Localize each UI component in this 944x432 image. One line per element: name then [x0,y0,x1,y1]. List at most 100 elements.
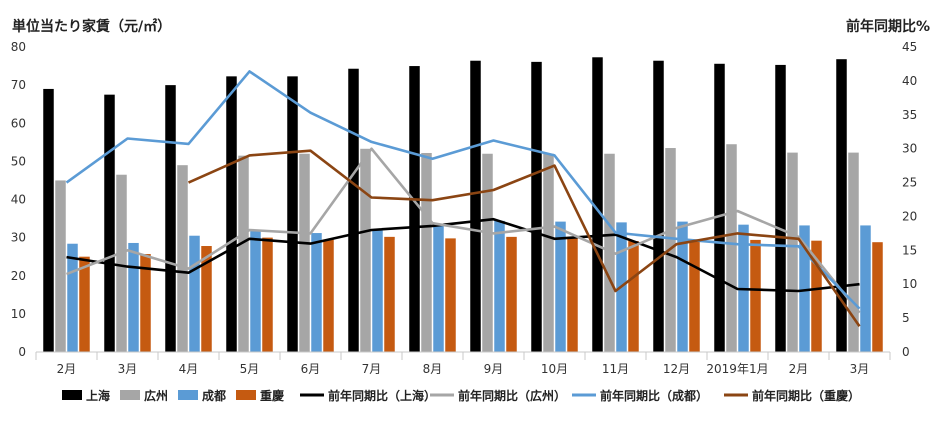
bar-広州 [421,152,432,352]
bar-上海 [775,64,786,352]
bar-上海 [653,60,664,352]
bar-成都 [799,225,810,352]
x-tick-label: 12月 [663,362,690,376]
bar-広州 [787,152,798,352]
bar-成都 [372,229,383,352]
bar-広州 [177,165,188,352]
line-前年同期比（広州） [66,147,861,314]
x-tick-label: 11月 [602,362,629,376]
bar-上海 [165,85,176,352]
legend-label: 前年同期比（成都） [600,388,708,403]
bar-重慶 [262,237,273,352]
legend-label: 重慶 [260,388,284,403]
bar-重慶 [689,239,700,352]
bar-上海 [104,94,115,352]
bar-広州 [360,148,371,352]
bar-重慶 [445,238,456,352]
bar-成都 [250,230,261,352]
y-right-tick-label: 0 [902,345,910,359]
bar-成都 [677,221,688,352]
x-tick-label: 2月 [789,362,809,376]
x-tick-label: 3月 [118,362,138,376]
bar-重慶 [567,236,578,352]
bar-重慶 [323,239,334,352]
bar-上海 [409,66,420,352]
y-right-tick-label: 35 [902,108,917,122]
x-tick-label: 10月 [541,362,568,376]
x-tick-label: 6月 [301,362,321,376]
x-tick-label: 4月 [179,362,199,376]
bar-重慶 [506,236,517,352]
y-right-tick-label: 30 [902,142,917,156]
y-left-tick-label: 50 [11,154,26,168]
bar-広州 [55,180,66,352]
bar-重慶 [140,254,151,352]
bar-広州 [482,153,493,352]
bar-上海 [531,61,542,353]
y-right-tick-label: 5 [902,311,910,325]
x-tick-label: 2019年1月 [706,362,768,376]
y-right-tick-label: 10 [902,277,917,291]
bar-上海 [226,76,237,352]
x-tick-label: 9月 [484,362,504,376]
legend-swatch-広州 [120,390,140,400]
bar-広州 [726,144,737,352]
y-right-tick-label: 40 [902,74,917,88]
bar-成都 [433,225,444,352]
y-left-tick-label: 60 [11,116,26,130]
legend-label: 成都 [202,388,226,403]
bar-成都 [128,242,139,352]
y-right-axis-title: 前年同期比% [845,19,930,35]
bar-広州 [299,153,310,352]
bar-成都 [189,235,200,352]
bar-重慶 [750,239,761,352]
y-left-tick-label: 30 [11,231,26,245]
bar-上海 [287,76,298,352]
line-前年同期比（重慶） [187,149,861,327]
y-right-tick-label: 45 [902,40,917,54]
y-right-tick-label: 15 [902,243,917,257]
bar-重慶 [872,242,883,352]
y-right-tick-label: 25 [902,176,917,190]
legend-swatch-重慶 [236,390,256,400]
bar-広州 [604,153,615,352]
legend-label: 広州 [144,388,168,403]
line-前年同期比（成都） [65,70,861,310]
x-tick-label: 5月 [240,362,260,376]
bar-上海 [470,60,481,352]
bar-広州 [543,153,554,352]
legend-label: 前年同期比（重慶） [752,388,860,403]
bar-重慶 [628,241,639,352]
bar-重慶 [811,240,822,352]
bar-成都 [67,243,78,352]
y-left-tick-label: 0 [18,345,26,359]
bar-成都 [311,233,322,352]
bar-上海 [836,59,847,352]
bar-重慶 [79,256,90,352]
bar-上海 [592,57,603,352]
bar-上海 [714,63,725,353]
legend-label: 前年同期比（広州） [458,388,566,403]
y-left-tick-label: 20 [11,269,26,283]
y-left-axis-title: 単位当たり家賃（元/㎡） [12,19,172,35]
x-tick-label: 7月 [362,362,382,376]
bar-成都 [494,220,505,352]
bar-上海 [43,88,54,352]
bar-広州 [848,152,859,352]
legend-label: 前年同期比（上海） [328,388,436,403]
bar-広州 [238,155,249,352]
bar-上海 [348,68,359,352]
bar-成都 [555,221,566,352]
bar-重慶 [384,236,395,352]
y-left-tick-label: 10 [11,307,26,321]
bar-成都 [860,225,871,352]
y-left-tick-label: 40 [11,193,26,207]
legend-swatch-上海 [62,390,82,400]
x-tick-label: 3月 [850,362,870,376]
y-right-tick-label: 20 [902,209,917,223]
legend-label: 上海 [86,388,110,403]
x-tick-label: 8月 [423,362,443,376]
y-left-tick-label: 80 [11,40,26,54]
